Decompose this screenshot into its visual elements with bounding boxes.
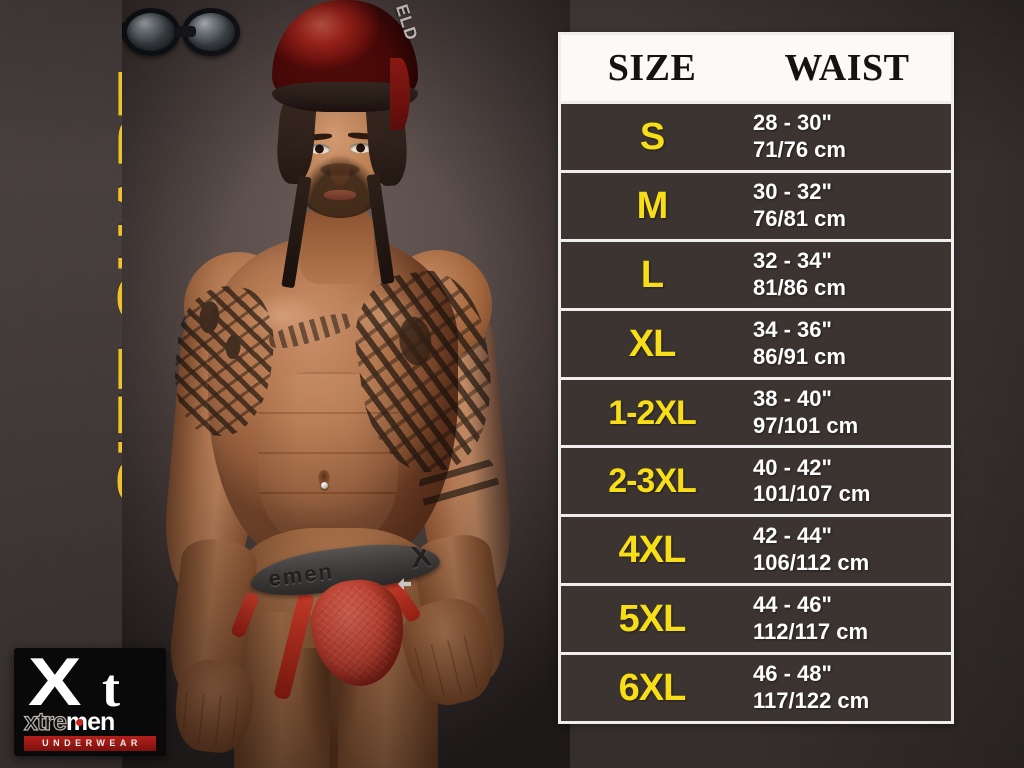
brand-wordmark-prefix: xtre bbox=[23, 708, 67, 736]
table-body: S 28 - 30" 71/76 cm M 30 - 32" 76/81 cm L 32 - … bbox=[561, 101, 951, 722]
cell-waist: 40 - 42" 101/107 cm bbox=[743, 455, 951, 509]
table-row: XL 34 - 36" 86/91 cm bbox=[561, 307, 951, 377]
waist-centimeters: 106/112 cm bbox=[753, 550, 870, 576]
waist-centimeters: 97/101 cm bbox=[753, 412, 859, 438]
goggles-left-lens bbox=[122, 8, 180, 56]
cell-size: 6XL bbox=[618, 667, 687, 710]
waistband-brand-text: emen bbox=[267, 558, 336, 592]
brand-logo: X t xtremen UNDERWEAR bbox=[14, 648, 166, 756]
brand-tagline: UNDERWEAR bbox=[24, 736, 156, 751]
waistband-brand-mark: X bbox=[409, 539, 434, 575]
cell-waist: 38 - 40" 97/101 cm bbox=[743, 386, 951, 440]
column-header-size: SIZE bbox=[607, 47, 697, 89]
waist-inches: 34 - 36" bbox=[753, 316, 832, 342]
cell-waist: 32 - 34" 81/86 cm bbox=[743, 248, 951, 302]
table-row: 2-3XL 40 - 42" 101/107 cm bbox=[561, 445, 951, 515]
model-right-eye bbox=[350, 143, 372, 153]
brand-wordmark-suffix: men bbox=[65, 708, 115, 736]
model-left-eye bbox=[308, 144, 330, 154]
table-row: 5XL 44 - 46" 112/117 cm bbox=[561, 583, 951, 653]
table-row: L 32 - 34" 81/86 cm bbox=[561, 238, 951, 308]
model-photo: ELD emen X bbox=[122, 0, 570, 768]
cell-size: 4XL bbox=[618, 529, 687, 572]
waist-inches: 40 - 42" bbox=[753, 454, 832, 480]
goggles bbox=[122, 0, 254, 62]
brand-accent-dot bbox=[76, 719, 83, 726]
table-row: M 30 - 32" 76/81 cm bbox=[561, 169, 951, 239]
size-chart-table: SIZE WAIST S 28 - 30" 71/76 cm M 30 - 32" 76/… bbox=[558, 32, 954, 724]
waist-inches: 44 - 46" bbox=[753, 592, 832, 618]
waist-centimeters: 112/117 cm bbox=[753, 619, 869, 645]
table-header-row: SIZE WAIST bbox=[561, 35, 951, 101]
cell-waist: 42 - 44" 106/112 cm bbox=[743, 523, 951, 577]
model-mouth bbox=[324, 190, 356, 200]
waist-centimeters: 86/91 cm bbox=[753, 343, 846, 369]
brand-monogram-x: X bbox=[28, 648, 82, 720]
model-neck bbox=[300, 208, 374, 284]
model-nose bbox=[330, 152, 350, 186]
cell-waist: 30 - 32" 76/81 cm bbox=[743, 179, 951, 233]
cell-size: L bbox=[640, 253, 664, 296]
cell-waist: 46 - 48" 117/122 cm bbox=[743, 661, 951, 715]
cell-waist: 28 - 30" 71/76 cm bbox=[743, 110, 951, 164]
cell-size: 5XL bbox=[618, 598, 687, 641]
waist-centimeters: 76/81 cm bbox=[753, 205, 846, 231]
cell-waist: 34 - 36" 86/91 cm bbox=[743, 317, 951, 371]
waist-inches: 46 - 48" bbox=[753, 661, 832, 687]
waist-centimeters: 71/76 cm bbox=[753, 136, 846, 162]
waist-inches: 38 - 40" bbox=[753, 385, 832, 411]
table-row: 6XL 46 - 48" 117/122 cm bbox=[561, 652, 951, 722]
waist-inches: 28 - 30" bbox=[753, 110, 832, 136]
navel-piercing bbox=[321, 482, 328, 489]
waist-inches: 32 - 34" bbox=[753, 247, 832, 273]
model-navel bbox=[318, 470, 330, 486]
brand-monogram: X t bbox=[14, 648, 166, 720]
waist-centimeters: 117/122 cm bbox=[753, 688, 870, 714]
waist-inches: 30 - 32" bbox=[753, 179, 832, 204]
goggles-bridge bbox=[174, 26, 196, 37]
waist-inches: 42 - 44" bbox=[753, 523, 832, 549]
brand-monogram-t: t bbox=[102, 658, 120, 718]
column-header-waist: WAIST bbox=[784, 47, 910, 89]
waist-centimeters: 101/107 cm bbox=[753, 481, 871, 507]
cell-size: 1-2XL bbox=[608, 393, 697, 432]
cell-size: XL bbox=[628, 322, 677, 365]
cell-waist: 44 - 46" 112/117 cm bbox=[743, 592, 951, 646]
table-row: S 28 - 30" 71/76 cm bbox=[561, 101, 951, 170]
cell-size: S bbox=[639, 115, 665, 158]
table-row: 4XL 42 - 44" 106/112 cm bbox=[561, 514, 951, 584]
waist-centimeters: 81/86 cm bbox=[753, 274, 846, 300]
brand-wordmark: xtremen bbox=[23, 708, 156, 736]
cell-size: M bbox=[636, 184, 669, 227]
table-row: 1-2XL 38 - 40" 97/101 cm bbox=[561, 376, 951, 446]
helmet-side-rim bbox=[390, 58, 410, 130]
cell-size: 2-3XL bbox=[608, 462, 697, 501]
